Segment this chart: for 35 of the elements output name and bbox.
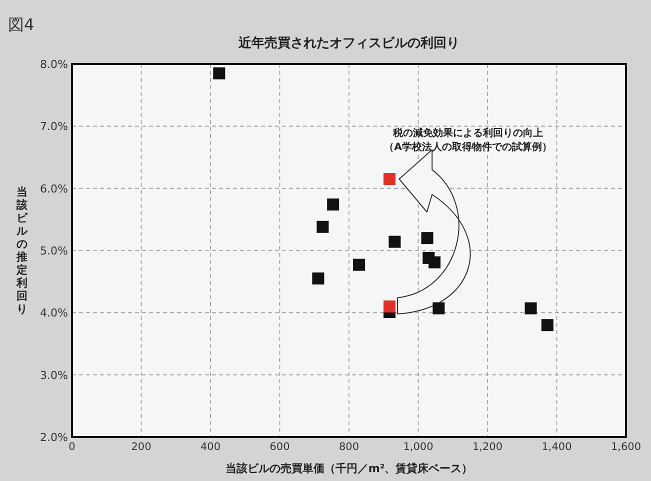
- point: [541, 319, 554, 332]
- x-tick-label: 200: [131, 441, 152, 453]
- point: [428, 256, 441, 268]
- annotation: 税の減免効果による利回りの向上: [392, 127, 543, 139]
- x-tick-label: 0: [68, 441, 76, 453]
- x-tick-label: 1,600: [610, 441, 642, 453]
- point: [388, 236, 401, 248]
- y-tick-label: 4.0%: [40, 306, 68, 320]
- x-tick-label: 1,400: [542, 441, 572, 453]
- y-tick-label: 7.0%: [40, 120, 68, 134]
- point: [353, 258, 366, 271]
- x-tick-label: 600: [270, 441, 290, 453]
- y-tick-label: 6.0%: [40, 182, 68, 196]
- x-tick-label: 1,200: [472, 441, 503, 453]
- point: [384, 173, 396, 186]
- x-axis-title: 当該ビルの売買単価（千円／m²、賃貸床ベース）: [225, 462, 473, 475]
- point: [213, 67, 226, 80]
- point: [421, 232, 434, 244]
- point: [327, 198, 340, 210]
- annotation: （A学校法人の取得物件での試算例）: [384, 141, 552, 153]
- point: [316, 220, 329, 233]
- x-tick-label: 800: [338, 441, 360, 453]
- text: 当該ビルの推定利回り: [16, 186, 28, 316]
- point: [524, 302, 537, 314]
- caption: 図4: [8, 15, 34, 34]
- x-tick-label: 400: [200, 441, 221, 453]
- point: [384, 300, 396, 312]
- y-tick-label: 3.0%: [40, 368, 68, 382]
- x-tick-label: 1,000: [403, 441, 434, 453]
- y-tick-label: 8.0%: [40, 58, 68, 71]
- y-tick-label: 5.0%: [40, 244, 68, 258]
- y-tick-label: 2.0%: [40, 431, 68, 444]
- point: [312, 272, 324, 284]
- point: [432, 302, 445, 314]
- chart-title: 近年売買されたオフィスビルの利回り: [238, 35, 460, 51]
